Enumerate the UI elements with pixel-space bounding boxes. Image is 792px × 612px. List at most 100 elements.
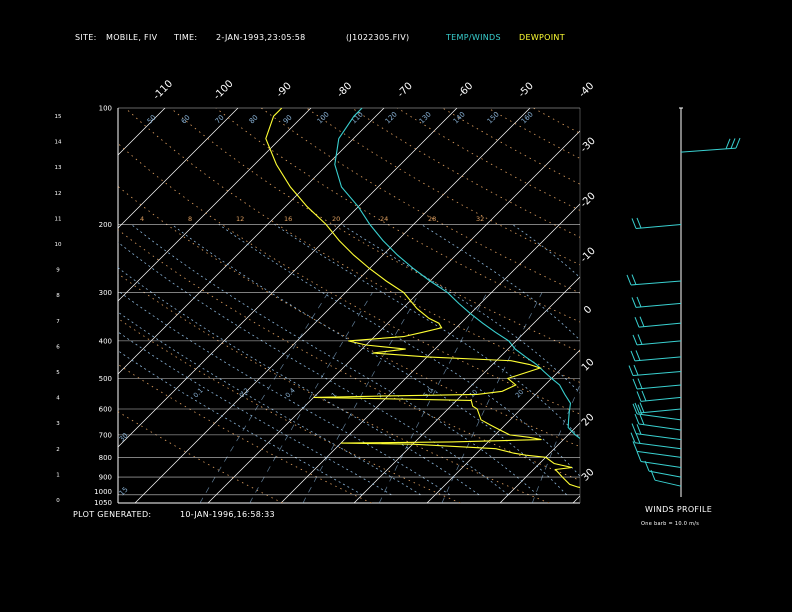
dry-adiabat-label: 32 bbox=[476, 215, 484, 223]
dry-adiabat-line bbox=[669, 108, 792, 503]
moist-adiabat-line bbox=[685, 224, 772, 494]
isotherm-line bbox=[572, 495, 580, 503]
isotherm-label: 20 bbox=[580, 412, 597, 429]
height-tick-label: 3 bbox=[56, 421, 60, 427]
wind-barb-feather bbox=[628, 365, 634, 376]
wind-barb-feather bbox=[637, 334, 643, 345]
height-tick-label: 13 bbox=[55, 165, 62, 171]
wind-barb-feather bbox=[634, 402, 640, 414]
pressure-label: 500 bbox=[99, 375, 112, 383]
wind-barb-feather bbox=[632, 378, 638, 390]
mixing-ratio-label: 1 bbox=[330, 391, 339, 400]
wind-barb-shaft bbox=[635, 223, 682, 229]
isotherm-label: 0 bbox=[582, 304, 594, 316]
pressure-label: 300 bbox=[99, 289, 112, 297]
height-tick-label: 2 bbox=[56, 447, 60, 453]
pressure-label: 600 bbox=[99, 405, 112, 413]
file-id: (J1022305.FIV) bbox=[346, 33, 410, 42]
dry-adiabat-line bbox=[118, 229, 580, 481]
mixing-ratio-line bbox=[199, 292, 329, 503]
dry-adiabat-line bbox=[124, 108, 580, 383]
moist-adiabat-label: 150 bbox=[486, 110, 501, 125]
dry-adiabat-line bbox=[118, 273, 550, 503]
height-tick-label: 5 bbox=[56, 370, 60, 376]
isotherm-label: -80 bbox=[335, 81, 354, 100]
wind-barb-shaft bbox=[640, 396, 682, 402]
isotherm-line bbox=[118, 108, 166, 156]
wind-barb-feather bbox=[634, 316, 640, 328]
wind-barb-feather bbox=[636, 451, 642, 462]
mixing-ratio-line bbox=[249, 292, 373, 503]
mixing-ratio-line bbox=[531, 383, 580, 503]
wind-barb-feather bbox=[632, 334, 638, 346]
height-tick-label: 12 bbox=[55, 191, 62, 197]
moist-adiabat-label: 120 bbox=[384, 110, 399, 125]
dry-adiabat-line bbox=[118, 143, 580, 415]
isotherm-line bbox=[426, 349, 580, 503]
wind-barb-feather bbox=[650, 470, 656, 481]
height-tick-label: 8 bbox=[56, 293, 60, 299]
isotherm-line bbox=[719, 108, 792, 503]
dry-adiabat-label: 8 bbox=[188, 215, 192, 223]
dry-adiabat-line bbox=[215, 108, 580, 323]
height-tick-label: 11 bbox=[55, 216, 62, 222]
mixing-ratio-label: 20 bbox=[514, 388, 526, 400]
wind-barb-feather bbox=[631, 274, 637, 285]
wind-barb-shaft bbox=[635, 302, 682, 308]
height-tick-label: 4 bbox=[56, 396, 60, 402]
dry-adiabat-line bbox=[118, 185, 580, 448]
wind-barb-shaft bbox=[640, 461, 682, 468]
wind-barb-feather bbox=[730, 138, 736, 149]
wind-barb-feather bbox=[630, 350, 636, 362]
dry-adiabat-label: 20 bbox=[332, 215, 340, 223]
wind-barb-feather bbox=[633, 364, 639, 376]
wind-barb-shaft bbox=[635, 433, 682, 441]
wind-barb-shaft bbox=[636, 384, 682, 390]
dry-adiabat-label: 12 bbox=[236, 215, 244, 223]
moist-adiabat-label: 140 bbox=[452, 110, 467, 125]
wind-barb-feather bbox=[636, 391, 642, 402]
dry-adiabat-label: 28 bbox=[428, 215, 436, 223]
moist-adiabat-label: 70 bbox=[214, 113, 226, 125]
dry-adiabat-line bbox=[624, 108, 792, 503]
winds-profile-title: WINDS PROFILE bbox=[645, 505, 713, 514]
isotherm-label: -70 bbox=[396, 81, 415, 100]
dry-adiabat-line bbox=[578, 108, 580, 110]
wind-barb-feather bbox=[639, 414, 645, 425]
moist-adiabat-label: 50 bbox=[146, 113, 158, 125]
isotherm-line bbox=[134, 108, 531, 503]
isotherm-line bbox=[118, 108, 239, 229]
wind-barb-feather bbox=[637, 378, 643, 389]
moist-adiabat-line bbox=[118, 331, 392, 496]
isotherm-label: -30 bbox=[579, 136, 598, 155]
wind-barb-feather bbox=[632, 441, 638, 452]
isotherm-label: -10 bbox=[579, 246, 598, 265]
isotherm-label: -100 bbox=[212, 78, 236, 102]
height-tick-label: 10 bbox=[55, 242, 62, 248]
wind-barb-feather bbox=[639, 402, 645, 413]
dry-adiabat-line bbox=[118, 317, 461, 503]
height-tick-label: 9 bbox=[56, 268, 60, 274]
moist-adiabat-label: 30 bbox=[118, 431, 130, 443]
pressure-label: 1050 bbox=[94, 499, 112, 507]
winds-barb-note: One barb = 10.0 m/s bbox=[641, 521, 700, 527]
dry-adiabat-line bbox=[118, 411, 283, 503]
mixing-ratio-label: 5.0 bbox=[422, 386, 435, 399]
dry-adiabat-line bbox=[261, 108, 580, 294]
isotherm-label: -40 bbox=[577, 81, 596, 100]
mixing-ratio-label: 10 bbox=[468, 388, 480, 400]
height-tick-label: 14 bbox=[55, 140, 62, 146]
plot-generated-value: 10-JAN-1996,16:58:33 bbox=[180, 510, 275, 519]
plot-generated-label: PLOT GENERATED: bbox=[73, 510, 152, 519]
isotherm-label: -90 bbox=[275, 81, 294, 100]
wind-barb-feather bbox=[725, 138, 731, 149]
moist-adiabat-line bbox=[118, 350, 363, 496]
moist-adiabat-line bbox=[118, 311, 421, 496]
wind-barb-feather bbox=[637, 404, 643, 415]
isotherm-line bbox=[353, 276, 580, 503]
wind-barb-feather bbox=[636, 424, 642, 435]
pressure-label: 400 bbox=[99, 337, 112, 345]
wind-barb-feather bbox=[634, 413, 640, 425]
wind-barb-shaft bbox=[654, 479, 682, 487]
